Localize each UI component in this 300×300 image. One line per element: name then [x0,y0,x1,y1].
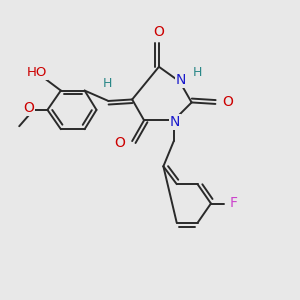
Text: HO: HO [27,66,47,79]
Text: H: H [192,66,202,79]
Text: N: N [170,115,181,129]
Text: O: O [222,94,233,109]
Text: H: H [103,77,112,90]
Text: O: O [24,101,34,116]
Text: N: N [176,73,186,87]
Text: O: O [154,25,164,39]
Text: F: F [230,196,238,210]
Text: O: O [114,136,125,150]
